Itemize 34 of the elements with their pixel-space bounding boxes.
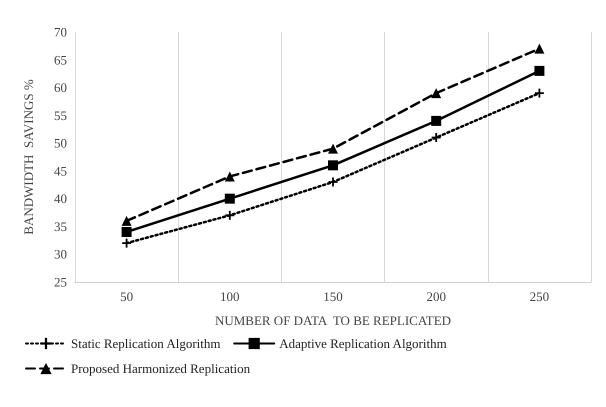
point	[122, 238, 132, 248]
y-tick-label: 40	[54, 191, 67, 206]
legend-label: Adaptive Replication Algorithm	[279, 336, 447, 351]
x-tick-label: 200	[426, 289, 446, 304]
point	[122, 216, 132, 226]
point	[328, 144, 338, 154]
y-tick-label: 65	[54, 52, 67, 68]
y-tick-label: 30	[54, 246, 67, 262]
point	[224, 194, 235, 204]
y-tick-label: 70	[54, 24, 67, 40]
point	[224, 171, 235, 182]
point	[534, 88, 544, 98]
y-tick-label: 55	[54, 108, 67, 123]
y-tick-label: 25	[54, 274, 67, 290]
x-axis-title: NUMBER OF DATA TO BE REPLICATED	[214, 313, 452, 328]
y-tick-label: 35	[54, 218, 67, 234]
x-tick-label: 100	[220, 289, 240, 304]
x-tick-label: 250	[530, 289, 550, 304]
x-tick-label: 50	[120, 289, 134, 304]
y-tick-label: 45	[54, 163, 67, 178]
legend-label: Static Replication Algorithm	[71, 336, 220, 351]
point	[328, 178, 338, 186]
point	[122, 227, 132, 237]
x-tick-label: 150	[323, 289, 343, 304]
y-tick-label: 60	[54, 80, 67, 96]
legend-label: Proposed Harmonized Replication	[71, 361, 251, 376]
point	[431, 116, 442, 126]
y-axis-title: BANDWIDTH SAVINGS %	[21, 79, 36, 235]
point	[534, 44, 544, 54]
y-tick-label: 50	[54, 136, 67, 151]
point	[328, 160, 338, 170]
point	[432, 133, 441, 142]
point	[431, 88, 442, 98]
point	[534, 66, 544, 76]
